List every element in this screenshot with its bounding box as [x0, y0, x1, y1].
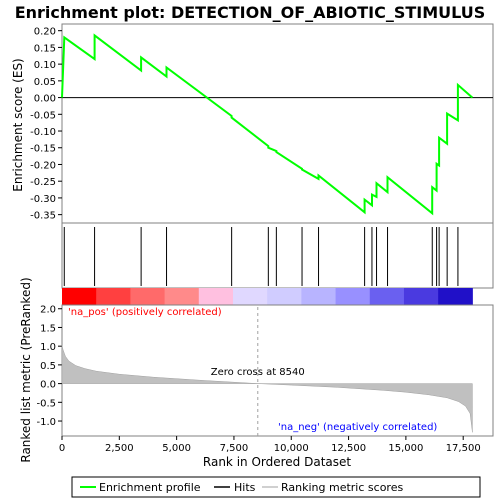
es-y-tick-label: -0.25 [30, 177, 56, 188]
ranking-metric-panel: 2.0 1.5 1.0 0.5 0.0 -0.5 -1.0 'na_pos' (positi… [19, 277, 494, 463]
x-tick-label: 15,000 [388, 443, 423, 454]
color-strip-segment [335, 288, 371, 305]
color-strip-segment [301, 288, 337, 305]
chart-title: Enrichment plot: DETECTION_OF_ABIOTIC_ST… [15, 3, 486, 22]
metric-y-tick-label: -0.5 [36, 398, 56, 409]
metric-plot-frame [61, 304, 494, 437]
es-y-tick-label: -0.10 [30, 127, 56, 138]
legend-metric-label: Ranking metric scores [281, 481, 403, 494]
es-y-tick-label: -0.30 [30, 194, 56, 205]
es-y-tick-label: 0.15 [34, 43, 56, 54]
zero-cross-label: Zero cross at 8540 [211, 367, 305, 378]
color-strip-segment [267, 288, 302, 305]
color-strip-segment [130, 288, 166, 305]
es-plot-frame [61, 23, 494, 224]
es-y-tick-label: 0.05 [34, 77, 56, 88]
x-tick-label: 0 [59, 443, 65, 454]
positive-correlation-label: 'na_pos' (positively correlated) [68, 307, 222, 318]
metric-y-tick-label: 0.5 [40, 361, 56, 372]
ranking-metric-area [61, 345, 473, 433]
enrichment-profile-line [61, 33, 474, 216]
es-y-tick-label: -0.20 [30, 160, 56, 171]
negative-correlation-label: 'na_neg' (negatively correlated) [278, 422, 437, 433]
color-strip-segment [403, 288, 439, 305]
x-tick-label: 10,000 [274, 443, 309, 454]
rank-color-strip [62, 288, 473, 305]
color-strip-segment [96, 288, 131, 305]
color-strip-segment [164, 288, 200, 305]
legend-enrichment-label: Enrichment profile [99, 481, 201, 494]
es-y-tick-label: -0.05 [30, 110, 56, 121]
es-y-tick-label: 0.00 [34, 94, 56, 105]
metric-y-tick-label: 0.0 [40, 380, 56, 391]
color-strip-segment [198, 288, 234, 305]
metric-y-tick-label: 2.0 [40, 305, 56, 316]
x-tick-label: 7,500 [220, 443, 249, 454]
x-tick-label: 2,500 [105, 443, 134, 454]
legend-hits-label: Hits [234, 481, 256, 494]
es-y-axis-label: Enrichment score (ES) [11, 58, 25, 191]
enrichment-score-panel: 0.20 0.15 0.10 0.05 0.00 -0.05 -0.10 -0.15 -0.20… [11, 23, 494, 224]
legend: Enrichment profile Hits Ranking metric s… [71, 476, 481, 498]
color-strip-segment [438, 288, 473, 305]
hits-frame [61, 222, 494, 289]
color-strip-segment [62, 288, 97, 305]
metric-y-axis-label: Ranked list metric (PreRanked) [19, 277, 33, 462]
metric-y-tick-label: 1.0 [40, 342, 56, 353]
es-y-tick-label: -0.15 [30, 144, 56, 155]
x-tick-label: 12,500 [331, 443, 366, 454]
color-strip-segment [369, 288, 405, 305]
metric-y-tick-label: -1.0 [36, 417, 56, 428]
es-y-tick-label: 0.10 [34, 60, 56, 71]
es-y-tick-label: -0.35 [30, 211, 56, 222]
x-axis: 0 2,500 5,000 7,500 10,000 12,500 15,000 17,500 [59, 436, 481, 454]
color-strip-segment [232, 288, 268, 305]
metric-y-tick-label: 1.5 [40, 323, 56, 334]
es-y-tick-label: 0.20 [34, 27, 56, 38]
x-tick-label: 5,000 [162, 443, 191, 454]
x-tick-label: 17,500 [446, 443, 481, 454]
x-axis-label: Rank in Ordered Dataset [203, 455, 351, 469]
hits-panel [61, 222, 494, 289]
